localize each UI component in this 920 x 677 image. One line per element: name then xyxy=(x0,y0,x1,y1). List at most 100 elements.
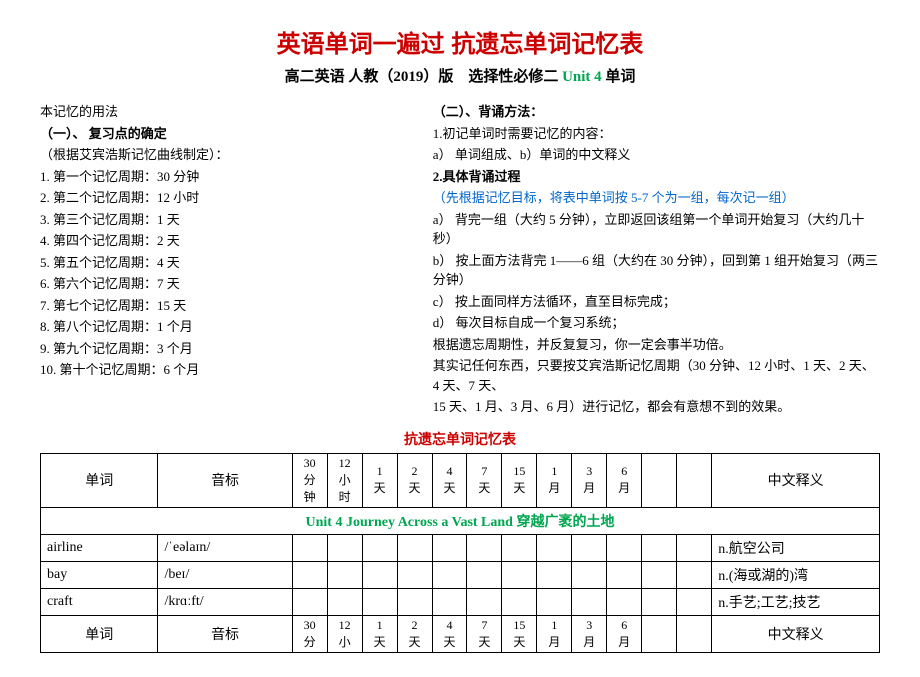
left-item: 3. 第三个记忆周期：1 天 xyxy=(40,210,393,230)
check-cell xyxy=(327,561,362,588)
check-cell xyxy=(642,561,677,588)
table-title: 抗遗忘单词记忆表 xyxy=(40,429,880,449)
check-cell xyxy=(362,561,397,588)
unit-title-row: Unit 4 Journey Across a Vast Land 穿越广袤的土… xyxy=(41,507,880,534)
word-cell: airline xyxy=(41,534,158,561)
left-item: 5. 第五个记忆周期：4 天 xyxy=(40,253,393,273)
right-blue-note: （先根据记忆目标，将表中单词按 5-7 个为一组，每次记一组） xyxy=(433,188,880,208)
col-time: 1天 xyxy=(362,453,397,507)
word-cell: bay xyxy=(41,561,158,588)
col-phonetic: 音标 xyxy=(158,453,292,507)
check-cell xyxy=(607,534,642,561)
vocab-table: 单词 音标 30分钟 12小时 1天 2天 4天 7天 15天 1月 3月 6月… xyxy=(40,453,880,653)
left-item: 2. 第二个记忆周期：12 小时 xyxy=(40,188,393,208)
right-tail: 15 天、1 月、3 月、6 月）进行记忆，都会有意想不到的效果。 xyxy=(433,397,880,417)
col-time: 4天 xyxy=(432,453,467,507)
subtitle-prefix: 高二英语 人教（2019）版 选择性必修二 xyxy=(285,69,563,85)
check-cell xyxy=(502,588,537,615)
check-cell xyxy=(432,534,467,561)
col-time: 2天 xyxy=(397,615,432,652)
check-cell xyxy=(537,534,572,561)
check-cell xyxy=(292,534,327,561)
col-time: 12小时 xyxy=(327,453,362,507)
check-cell xyxy=(537,561,572,588)
left-item: 7. 第七个记忆周期：15 天 xyxy=(40,296,393,316)
col-time: 30分钟 xyxy=(292,453,327,507)
col-blank xyxy=(642,453,677,507)
check-cell xyxy=(432,588,467,615)
meaning-cell: n.航空公司 xyxy=(712,534,880,561)
col-word: 单词 xyxy=(41,615,158,652)
phonetic-cell: /ˈeəlaɪn/ xyxy=(158,534,292,561)
col-time: 7天 xyxy=(467,453,502,507)
col-meaning: 中文释义 xyxy=(712,453,880,507)
check-cell xyxy=(677,534,712,561)
intro: 本记忆的用法 xyxy=(40,102,393,122)
check-cell xyxy=(467,588,502,615)
instructions: 本记忆的用法 （一）、 复习点的确定 （根据艾宾浩斯记忆曲线制定）： 1. 第一… xyxy=(40,100,880,419)
col-time: 1天 xyxy=(362,615,397,652)
left-item: 8. 第八个记忆周期：1 个月 xyxy=(40,317,393,337)
col-time: 15天 xyxy=(502,453,537,507)
subtitle-unit: Unit 4 xyxy=(562,69,602,85)
col-time: 7天 xyxy=(467,615,502,652)
subtitle-suffix: 单词 xyxy=(602,69,636,85)
col-blank xyxy=(677,453,712,507)
meaning-cell: n.手艺;工艺;技艺 xyxy=(712,588,880,615)
phonetic-cell: /beɪ/ xyxy=(158,561,292,588)
col-time: 3月 xyxy=(572,453,607,507)
check-cell xyxy=(537,588,572,615)
left-item: 1. 第一个记忆周期：30 分钟 xyxy=(40,167,393,187)
col-time: 15天 xyxy=(502,615,537,652)
right-step: b） 按上面方法背完 1——6 组（大约在 30 分钟），回到第 1 组开始复习… xyxy=(433,251,880,290)
phonetic-cell: /krɑːft/ xyxy=(158,588,292,615)
col-time: 6月 xyxy=(607,615,642,652)
right-heading: （二）、背诵方法： xyxy=(433,102,880,122)
check-cell xyxy=(397,534,432,561)
left-column: 本记忆的用法 （一）、 复习点的确定 （根据艾宾浩斯记忆曲线制定）： 1. 第一… xyxy=(40,100,393,419)
col-word: 单词 xyxy=(41,453,158,507)
check-cell xyxy=(292,561,327,588)
left-item: 10. 第十个记忆周期：6 个月 xyxy=(40,360,393,380)
right-step: c） 按上面同样方法循环，直至目标完成； xyxy=(433,292,880,312)
table-header-row: 单词 音标 30分钟 12小时 1天 2天 4天 7天 15天 1月 3月 6月… xyxy=(41,453,880,507)
col-blank xyxy=(677,615,712,652)
right-line: a） 单词组成、b）单词的中文释义 xyxy=(433,145,880,165)
check-cell xyxy=(677,588,712,615)
check-cell xyxy=(607,561,642,588)
check-cell xyxy=(467,561,502,588)
right-tail: 其实记任何东西，只要按艾宾浩斯记忆周期（30 分钟、12 小时、1 天、2 天、… xyxy=(433,356,880,395)
table-row: craft /krɑːft/ n.手艺;工艺;技艺 xyxy=(41,588,880,615)
col-blank xyxy=(642,615,677,652)
check-cell xyxy=(397,561,432,588)
word-cell: craft xyxy=(41,588,158,615)
check-cell xyxy=(467,534,502,561)
col-time: 3月 xyxy=(572,615,607,652)
left-item: 4. 第四个记忆周期：2 天 xyxy=(40,231,393,251)
col-meaning: 中文释义 xyxy=(712,615,880,652)
check-cell xyxy=(362,588,397,615)
right-tail: 根据遗忘周期性，并反复复习，你一定会事半功倍。 xyxy=(433,335,880,355)
table-row: bay /beɪ/ n.(海或湖的)湾 xyxy=(41,561,880,588)
table-footer-row: 单词 音标 30分 12小 1天 2天 4天 7天 15天 1月 3月 6月 中… xyxy=(41,615,880,652)
check-cell xyxy=(502,561,537,588)
check-cell xyxy=(362,534,397,561)
left-note: （根据艾宾浩斯记忆曲线制定）： xyxy=(40,145,393,165)
right-line: 2.具体背诵过程 xyxy=(433,167,880,187)
right-column: （二）、背诵方法： 1.初记单词时需要记忆的内容： a） 单词组成、b）单词的中… xyxy=(433,100,880,419)
check-cell xyxy=(397,588,432,615)
right-line: 1.初记单词时需要记忆的内容： xyxy=(433,124,880,144)
table-row: airline /ˈeəlaɪn/ n.航空公司 xyxy=(41,534,880,561)
col-time: 6月 xyxy=(607,453,642,507)
check-cell xyxy=(572,534,607,561)
page-title: 英语单词一遍过 抗遗忘单词记忆表 xyxy=(40,24,880,59)
col-time: 12小 xyxy=(327,615,362,652)
meaning-cell: n.(海或湖的)湾 xyxy=(712,561,880,588)
check-cell xyxy=(327,534,362,561)
page-subtitle: 高二英语 人教（2019）版 选择性必修二 Unit 4 单词 xyxy=(40,65,880,86)
check-cell xyxy=(607,588,642,615)
check-cell xyxy=(292,588,327,615)
check-cell xyxy=(432,561,467,588)
col-time: 4天 xyxy=(432,615,467,652)
check-cell xyxy=(572,561,607,588)
